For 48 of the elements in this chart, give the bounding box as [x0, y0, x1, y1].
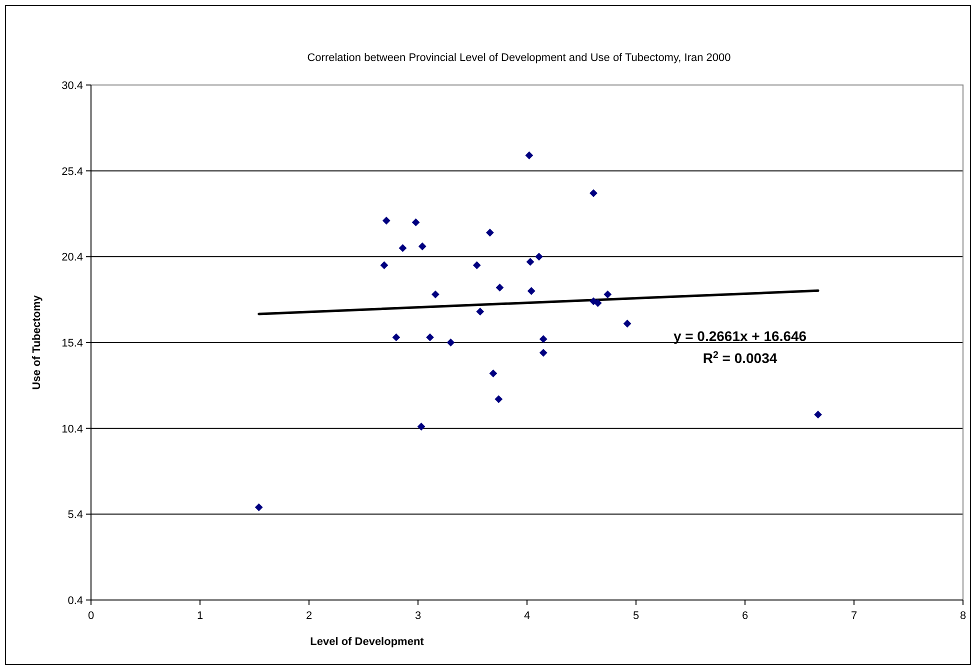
point: [526, 258, 534, 266]
point: [476, 308, 484, 316]
point: [814, 410, 822, 419]
point: [594, 299, 602, 307]
point: [590, 189, 598, 198]
point: [539, 335, 548, 344]
point: [527, 287, 536, 295]
point: [446, 338, 455, 346]
y-axis-title: Use of Tubectomy: [31, 294, 43, 390]
point: [539, 348, 548, 357]
y-tick-label: 10.4: [62, 423, 83, 436]
x-tick-label: 8: [960, 610, 966, 622]
point: [431, 290, 440, 298]
point: [623, 320, 632, 328]
x-tick-label: 7: [850, 610, 858, 622]
point: [535, 252, 543, 261]
point: [398, 244, 407, 252]
y-tick-label: 5.4: [68, 509, 83, 522]
x-tick-label: 1: [196, 610, 204, 622]
point: [486, 228, 494, 237]
point: [494, 395, 503, 404]
point: [525, 151, 534, 160]
annotation: R$^{2}$ = 0.0034: [702, 350, 778, 366]
x-tick-label: 5: [632, 610, 640, 622]
point: [392, 333, 400, 342]
point: [412, 218, 420, 226]
point: [380, 261, 388, 270]
point: [604, 290, 612, 298]
point: [496, 284, 504, 292]
x-tick-label: 0: [88, 610, 94, 622]
x-tick-label: 3: [414, 610, 422, 622]
point: [382, 216, 390, 225]
x-tick-label: 2: [306, 610, 312, 622]
x-axis-title: Level of Development: [310, 636, 424, 648]
point: [472, 261, 481, 270]
y-tick-label: 15.4: [62, 338, 83, 350]
x-tick-label: 4: [524, 610, 530, 622]
point: [489, 369, 498, 378]
y-tick-label: 0.4: [68, 595, 83, 607]
point: [418, 242, 426, 250]
point: [426, 333, 434, 342]
chart-title: Correlation between Provincial Level of Development and Use of Tubectomy, Iran 2000: [307, 52, 731, 64]
y-tick-label: 30.4: [62, 80, 83, 92]
point: [417, 422, 426, 431]
y-tick-label: 25.4: [62, 166, 83, 178]
y-tick-label: 20.4: [62, 252, 83, 264]
point: [254, 503, 263, 512]
x-tick-label: 6: [742, 610, 748, 622]
